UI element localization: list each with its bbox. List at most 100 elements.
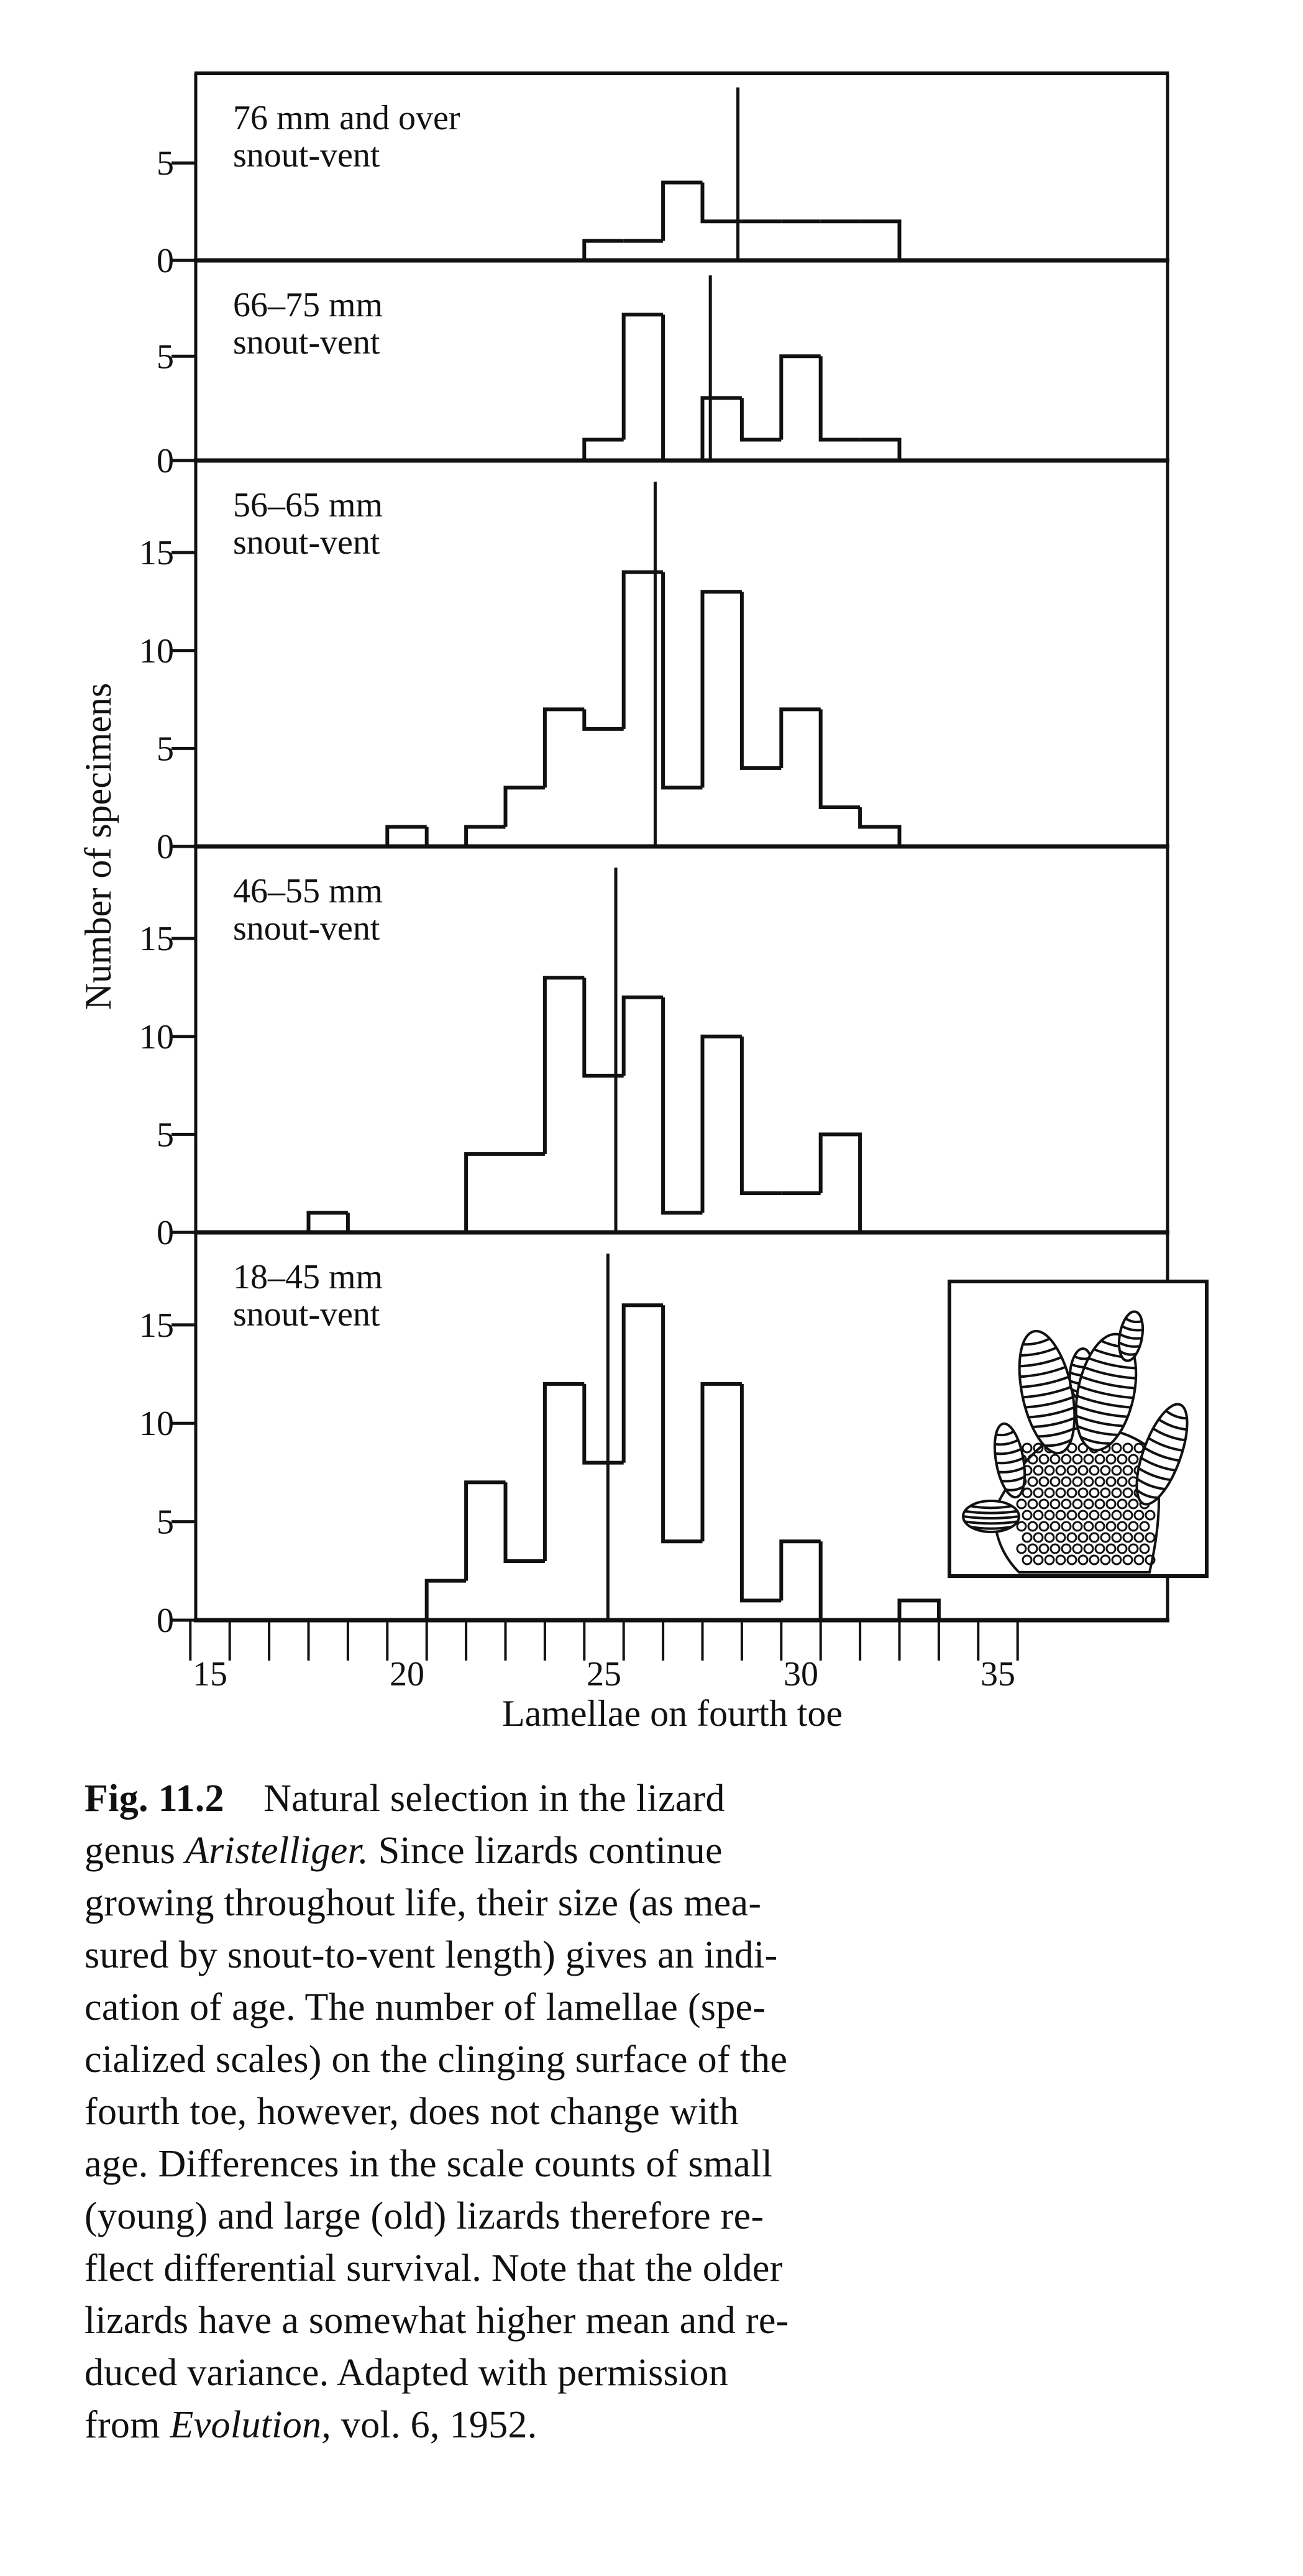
caption-text: age. Differences in the scale counts of … [85, 2143, 773, 2185]
panel-size-label: 56–65 mm [233, 486, 383, 525]
histogram-bar-26 [621, 1303, 664, 1463]
caption-text: flect differential survival. Note that t… [85, 2247, 783, 2290]
caption-line: cialized scales) on the clinging surface… [85, 2033, 789, 2086]
histogram-bar-28 [700, 182, 742, 224]
figure-number: Fig. 11.2 [85, 1777, 224, 1820]
caption-line: genus Aristelliger. Since lizards contin… [85, 1825, 789, 1877]
histogram-bar-33 [897, 1598, 941, 1620]
histogram-bar-29 [739, 1036, 782, 1195]
x-tick-label: 15 [193, 1655, 227, 1694]
caption-line: from Evolution, vol. 6, 1952. [85, 2399, 789, 2451]
histogram-bar-20 [385, 825, 427, 846]
histogram-bar-21 [424, 1579, 467, 1620]
histogram-bar-23 [503, 786, 545, 827]
y-tick-label: 5 [157, 144, 174, 183]
y-tick-label: 5 [157, 337, 174, 376]
histogram-bar-24 [542, 707, 585, 788]
y-tick-label: 0 [157, 1602, 174, 1640]
caption-text: vol. 6, 1952. [331, 2404, 537, 2446]
caption-line: flect differential survival. Note that t… [85, 2242, 789, 2294]
lizard-foot-icon [962, 1310, 1189, 1574]
panel-size-label: 46–55 mm [233, 872, 383, 910]
caption-line: Fig. 11.2 Natural selection in the lizar… [85, 1772, 789, 1825]
histogram-bar-27 [661, 997, 703, 1215]
histogram-bar-22 [464, 825, 506, 846]
y-tick-label: 10 [139, 1405, 174, 1443]
histogram-bar-21 [424, 827, 467, 848]
histogram-bar-19 [345, 1212, 388, 1234]
histogram-bar-26 [621, 570, 664, 729]
caption-line: cation of age. The number of lamellae (s… [85, 1981, 789, 2033]
panel-snout-vent-label: snout-vent [233, 1295, 380, 1334]
histogram-bar-25 [582, 438, 624, 461]
caption-line: sured by snout-to-vent length) gives an … [85, 1929, 789, 1981]
caption-italic-text: Evolution, [170, 2404, 332, 2446]
histogram-bar-28 [700, 1382, 742, 1542]
caption-line: growing throughout life, their size (as … [85, 1877, 789, 1929]
y-tick-label: 15 [139, 534, 174, 572]
y-axis-label: Number of specimens [78, 683, 119, 1011]
x-tick-label: 30 [784, 1655, 818, 1694]
histogram-bar-29 [739, 398, 782, 442]
histogram-bar-27 [661, 572, 703, 790]
histogram-bar-26 [621, 995, 664, 1076]
panel-snout-vent-label: snout-vent [233, 136, 380, 175]
y-tick-label: 15 [139, 1306, 174, 1345]
caption-text: sured by snout-to-vent length) gives an … [85, 1934, 778, 1976]
histogram-bar-27 [661, 180, 703, 241]
histogram-bar-32 [860, 219, 902, 260]
caption-line: lizards have a somewhat higher mean and … [85, 2294, 789, 2347]
histogram-bar-30 [779, 1539, 821, 1601]
y-tick-label: 5 [157, 1503, 174, 1542]
histogram-bar-28 [700, 590, 742, 788]
caption-text: from [85, 2404, 170, 2446]
histogram-bar-24 [542, 976, 585, 1154]
histogram-bar-29 [739, 592, 782, 770]
panel-size-label: 18–45 mm [233, 1258, 383, 1296]
histogram-bar-23 [503, 1482, 545, 1563]
histogram-bar-31 [818, 356, 861, 442]
histogram-bar-25 [582, 978, 624, 1078]
x-tick-label: 35 [981, 1655, 1015, 1694]
histogram-bar-31 [818, 1541, 861, 1622]
histogram-bar-25 [582, 709, 624, 731]
caption-text: fourth toe, however, does not change wit… [85, 2091, 739, 2133]
histogram-bar-18 [306, 1211, 348, 1232]
caption-line: duced variance. Adapted with permission [85, 2347, 789, 2399]
histogram-bar-27 [661, 314, 703, 462]
caption-text: cialized scales) on the clinging surface… [85, 2038, 788, 2081]
histogram-bar-27 [661, 1305, 703, 1544]
caption-text: growing throughout life, their size (as … [85, 1882, 762, 1924]
y-tick-label: 10 [139, 1018, 174, 1057]
caption-line: fourth toe, however, does not change wit… [85, 2086, 789, 2138]
histogram-bar-29 [739, 1383, 782, 1603]
figure-caption: Fig. 11.2 Natural selection in the lizar… [85, 1772, 789, 2451]
caption-text: (young) and large (old) lizards therefor… [85, 2195, 764, 2237]
y-tick-label: 15 [139, 920, 174, 958]
y-tick-label: 5 [157, 1116, 174, 1154]
caption-text: Since lizards continue [368, 1830, 723, 1872]
y-tick-label: 10 [139, 632, 174, 671]
x-tick-label: 20 [390, 1655, 424, 1694]
panel-snout-vent-label: snout-vent [233, 909, 380, 948]
x-tick-label: 25 [587, 1655, 621, 1694]
caption-text: lizards have a somewhat higher mean and … [85, 2299, 789, 2342]
histogram-bar-28 [700, 1034, 742, 1213]
caption-line: (young) and large (old) lizards therefor… [85, 2190, 789, 2242]
y-tick-label: 0 [157, 828, 174, 866]
y-tick-label: 0 [157, 442, 174, 480]
panel-size-label: 76 mm and over [233, 99, 460, 137]
histogram-bar-22 [464, 1480, 506, 1581]
y-tick-label: 0 [157, 1214, 174, 1252]
panel-size-label: 66–75 mm [233, 286, 383, 324]
caption-text: duced variance. Adapted with permission [85, 2352, 729, 2394]
caption-italic-text: Aristelliger. [185, 1830, 368, 1872]
caption-line: age. Differences in the scale counts of … [85, 2138, 789, 2190]
histogram-bar-32 [858, 807, 902, 846]
histogram-bar-30 [779, 707, 821, 768]
histogram-bar-22 [464, 1152, 506, 1232]
histogram-bar-26 [621, 313, 664, 440]
histogram-bar-32 [860, 438, 902, 461]
y-tick-label: 5 [157, 730, 174, 768]
